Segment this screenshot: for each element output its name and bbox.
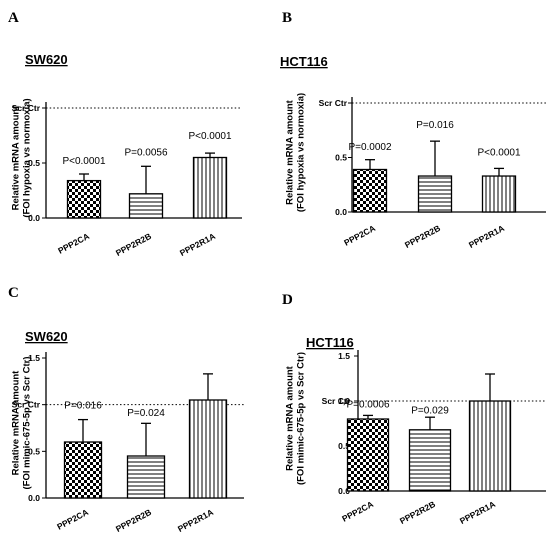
bar-ppp2r1a [188, 399, 228, 499]
bar-ppp2r2b [128, 193, 164, 219]
y-axis-label: Relative mRNA amount [284, 99, 295, 205]
y-axis-label: Relative mRNA amount [10, 105, 21, 211]
chart-title: HCT116 [306, 335, 354, 350]
p-value-annotation: P<0.0001 [62, 156, 106, 167]
p-value-annotation: P=0.016 [64, 400, 102, 411]
y-tick-label: 1.5 [338, 351, 350, 361]
y-tick-label: 0.0 [335, 207, 347, 217]
panel-letter: B [282, 10, 292, 26]
p-value-annotation: P=0.024 [127, 408, 165, 419]
category-label: PPP2CA [56, 231, 91, 256]
category-label: PPP2CA [342, 223, 377, 248]
chart-panel-b: B HCT116 Relative mRNA amount (FOI hypoxia … [280, 10, 546, 250]
category-label: PPP2R1A [178, 231, 217, 258]
bar-ppp2r1a [481, 175, 517, 213]
category-label: PPP2R1A [176, 507, 215, 534]
p-value-annotation: P=0.0056 [124, 147, 168, 158]
p-value-annotation: P=0.016 [416, 120, 454, 131]
bar-ppp2r2b [408, 429, 452, 492]
category-label: PPP2R2B [114, 507, 153, 534]
y-axis-label: (FOI mimic-675-5p vs Scr Ctr) [21, 356, 32, 489]
category-label: PPP2R1A [467, 223, 506, 250]
category-label: PPP2CA [340, 499, 375, 524]
panel-letter: A [8, 10, 19, 26]
y-tick-label: 1,0 [338, 396, 350, 406]
p-value-annotation: P=0.0002 [348, 142, 392, 153]
p-value-annotation: P=0.029 [411, 406, 449, 417]
category-label: PPP2CA [55, 507, 90, 532]
y-tick-label: 0.0 [338, 486, 350, 496]
y-axis-label: (FOI hypoxia vs normoxia) [295, 93, 306, 212]
bar-ppp2r2b [417, 175, 453, 213]
chart-title: SW620 [25, 329, 68, 344]
chart-panel-d: D HCT116 Relative mRNA amount (FOI mimic-67… [282, 292, 546, 526]
category-label: PPP2R1A [458, 499, 497, 526]
category-label: PPP2R2B [114, 231, 153, 258]
y-axis-label: (FOI hypoxia vs normoxia) [21, 98, 32, 217]
y-tick-label: 0.0 [28, 493, 40, 503]
y-tick-label: 0.0 [28, 213, 40, 223]
reference-line-label: Scr Ctr [322, 396, 351, 406]
reference-line-label: Scr Ctr [319, 98, 348, 108]
bar-ppp2r1a [468, 400, 512, 492]
bar-ppp2ca [346, 418, 390, 492]
panel-letter: C [8, 285, 19, 301]
chart-title: HCT116 [280, 54, 328, 69]
y-axis-label: Relative mRNA amount [10, 370, 21, 476]
bar-ppp2r2b [126, 455, 166, 499]
chart-panel-c: C SW620 Relative mRNA amount (FOI mimic-675… [8, 285, 244, 534]
p-value-annotation: P=0.0006 [346, 399, 390, 410]
reference-line-label: Scr Ctr [12, 103, 41, 113]
p-value-annotation: P<0.0001 [477, 147, 521, 158]
bar-ppp2ca [66, 179, 102, 219]
y-axis-label: Relative mRNA amount [284, 365, 295, 471]
panel-letter: D [282, 292, 293, 308]
chart-panel-a: A SW620 Relative mRNA amount (FOI hypoxia v… [8, 10, 242, 258]
y-tick-label: 0.5 [28, 158, 40, 168]
category-label: PPP2R2B [403, 223, 442, 250]
bar-ppp2r1a [192, 156, 228, 219]
category-label: PPP2R2B [398, 499, 437, 526]
y-tick-label: 0.5 [335, 153, 347, 163]
y-tick-label: 1.5 [28, 353, 40, 363]
y-axis-label: (FOI mimic-675-5p vs Scr Ctr) [295, 352, 306, 485]
bar-ppp2ca [352, 168, 388, 213]
reference-line-label: Scr Ctr [12, 400, 41, 410]
p-value-annotation: P<0.0001 [188, 131, 232, 142]
chart-title: SW620 [25, 52, 68, 67]
bar-ppp2ca [63, 441, 103, 499]
y-tick-label: 0.5 [338, 441, 350, 451]
y-tick-label: 0.5 [28, 446, 40, 456]
